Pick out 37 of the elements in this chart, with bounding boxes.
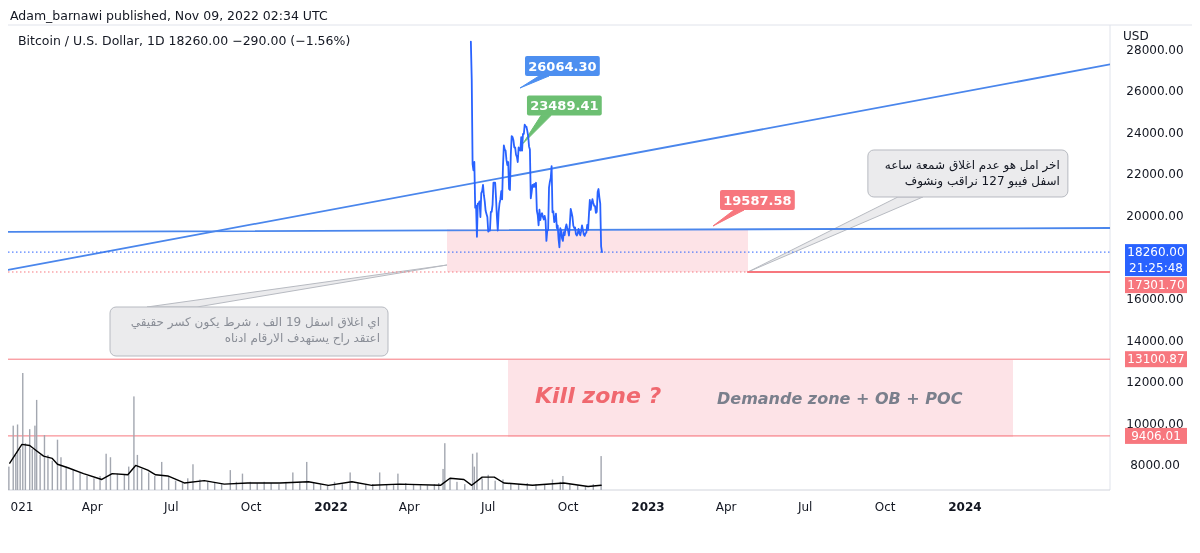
- x-tick-label: Oct: [240, 500, 262, 514]
- ref-line-label: 9406.01: [1131, 428, 1181, 443]
- x-tick-label: 2022: [314, 500, 348, 514]
- x-tick-label: Apr: [81, 500, 103, 514]
- x-tick-label: 2023: [631, 500, 665, 514]
- annotation: Demande zone + OB + POC: [717, 389, 963, 408]
- y-tick-label: 16000.00: [1126, 292, 1184, 307]
- y-tick-label: 26000.00: [1126, 84, 1184, 99]
- ref-line-label: 18260.00 21:25:48: [1127, 245, 1185, 276]
- annotation: 23489.41: [530, 98, 599, 114]
- x-tick-label: Jul: [479, 500, 496, 514]
- x-tick-label: Apr: [715, 500, 737, 514]
- x-tick-label: Jul: [163, 500, 179, 514]
- chart-title: Adam_barnawi published, Nov 09, 2022 02:34 UTC: [10, 8, 328, 23]
- x-tick-label: Oct: [557, 500, 579, 514]
- annotation: اي اغلاق اسفل 19 الف ، شرط يكون كسر حقيقي اعتقد راح يستهدف الارقام ادناه: [130, 315, 380, 346]
- annotation: Kill zone ?: [535, 383, 662, 408]
- annotation: 19587.58: [723, 192, 792, 208]
- y-tick-label: 12000.00: [1126, 375, 1184, 390]
- text: Bitcoin / U.S. Dollar, 1D 18260.00 −290.00 (−1.56%): [18, 33, 351, 48]
- y-tick-label: 14000.00: [1126, 333, 1184, 348]
- x-tick-label: 2024: [948, 500, 982, 514]
- ref-line-label: 17301.70: [1127, 278, 1185, 293]
- y-tick-label: 24000.00: [1126, 125, 1184, 140]
- x-tick-label: Oct: [874, 500, 896, 514]
- x-tick-label: Jul: [796, 500, 813, 514]
- y-tick-label: 8000.00: [1130, 458, 1180, 473]
- y-axis-title: USD: [1123, 29, 1149, 43]
- y-tick-label: 10000.00: [1126, 416, 1184, 431]
- annotation: اخر امل هو عدم اغلاق شمعة ساعه اسفل فيبو 127 نراقب ونشوف: [884, 158, 1060, 189]
- annotation: 26064.30: [528, 58, 597, 74]
- x-tick-label: 021: [10, 500, 34, 514]
- y-tick-label: 20000.00: [1126, 208, 1184, 223]
- ref-line-label: 13100.87: [1127, 352, 1185, 367]
- y-tick-label: 22000.00: [1126, 167, 1184, 182]
- y-tick-label: 28000.00: [1126, 42, 1184, 57]
- x-tick-label: Apr: [398, 500, 420, 514]
